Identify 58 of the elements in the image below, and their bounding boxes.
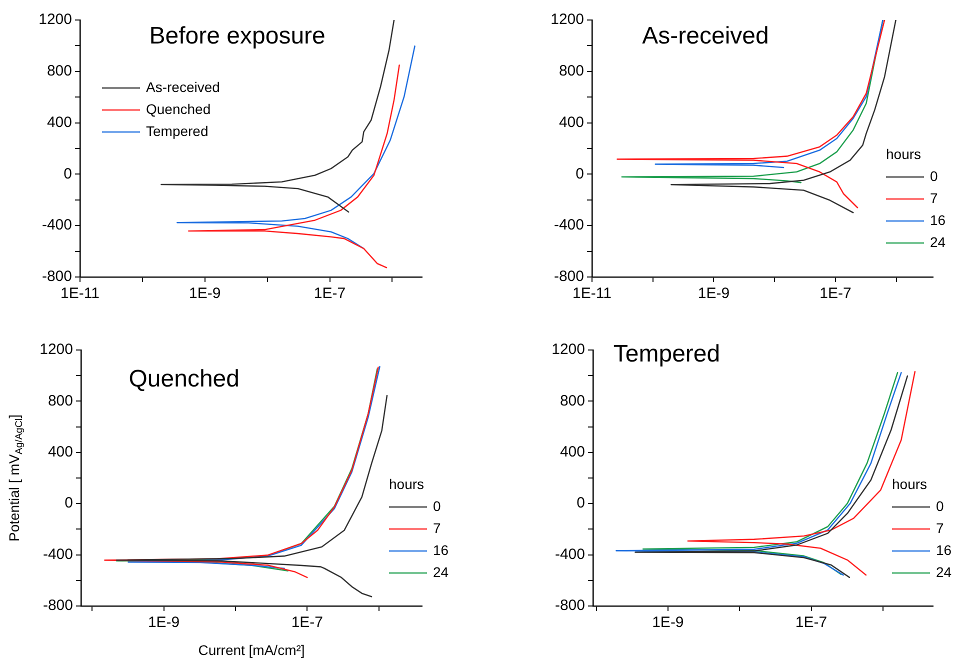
legend-title: hours bbox=[389, 476, 424, 492]
legend-label: 24 bbox=[930, 234, 946, 250]
legend-title: hours bbox=[886, 146, 922, 162]
x-tick-label: 1E-11 bbox=[60, 285, 100, 302]
y-tick-label: -800 bbox=[554, 268, 584, 286]
x-tick-label: 1E-9 bbox=[652, 614, 684, 632]
legend-label: 7 bbox=[433, 520, 441, 536]
y-tick-label: 0 bbox=[64, 494, 73, 512]
x-tick-label: 1E-11 bbox=[572, 285, 612, 302]
legend-label: 0 bbox=[936, 498, 944, 514]
text: Quenched bbox=[128, 366, 240, 393]
y-tick-label: 400 bbox=[558, 114, 584, 131]
x-tick-label: 1E-9 bbox=[189, 285, 221, 302]
legend-label: 24 bbox=[936, 564, 952, 580]
y-tick-label: -400 bbox=[554, 546, 585, 563]
legend-label: 16 bbox=[930, 212, 946, 228]
y-tick-label: 400 bbox=[48, 444, 73, 461]
chart-title: Before exposure bbox=[149, 22, 326, 50]
y-tick-label: 0 bbox=[576, 165, 584, 182]
y-tick-label: 400 bbox=[46, 114, 72, 131]
legend-label: 7 bbox=[936, 520, 944, 536]
legend-label: As-received bbox=[146, 78, 220, 95]
chart-title: As-received bbox=[642, 22, 769, 50]
y-tick-label: 800 bbox=[48, 392, 73, 410]
legend-label: 0 bbox=[433, 498, 441, 514]
y-tick-label: -400 bbox=[554, 216, 584, 234]
x-tick-label: 1E-7 bbox=[795, 614, 828, 632]
y-tick-label: 1200 bbox=[38, 11, 72, 28]
y-tick-label: 800 bbox=[46, 62, 72, 80]
y-axis-title: Potential [ mVAg/AgCl] bbox=[6, 414, 25, 542]
legend-label: Tempered bbox=[146, 122, 208, 139]
x-tick-label: 1E-7 bbox=[291, 614, 323, 632]
legend-label: 0 bbox=[930, 168, 938, 184]
y-tick-label: 0 bbox=[576, 494, 585, 512]
y-tick-label: 1200 bbox=[552, 341, 585, 358]
y-tick-label: 0 bbox=[64, 165, 72, 182]
y-tick-label: -400 bbox=[42, 546, 73, 563]
x-tick-label: 1E-9 bbox=[148, 614, 180, 632]
y-tick-label: 800 bbox=[558, 62, 584, 80]
x-tick-label: 1E-7 bbox=[820, 285, 852, 302]
x-tick-label: 1E-7 bbox=[314, 285, 346, 302]
legend-label: 7 bbox=[930, 190, 938, 206]
y-tick-label: 1200 bbox=[40, 341, 73, 358]
legend-title: hours bbox=[892, 476, 928, 492]
y-tick-label: -800 bbox=[42, 597, 73, 614]
legend-label: Quenched bbox=[146, 100, 211, 117]
y-tick-label: -800 bbox=[42, 268, 72, 286]
legend-label: 16 bbox=[936, 542, 952, 558]
y-tick-label: -400 bbox=[42, 216, 72, 234]
chart-title: Tempered bbox=[613, 340, 720, 368]
y-tick-label: -800 bbox=[554, 597, 585, 614]
legend-label: 16 bbox=[433, 542, 449, 558]
x-axis-title: Current [mA/cm²] bbox=[198, 642, 305, 658]
x-tick-label: 1E-9 bbox=[698, 285, 730, 302]
legend-label: 24 bbox=[433, 564, 449, 580]
y-tick-label: 400 bbox=[560, 444, 585, 461]
y-tick-label: 800 bbox=[560, 392, 585, 410]
y-tick-label: 1200 bbox=[550, 11, 584, 28]
